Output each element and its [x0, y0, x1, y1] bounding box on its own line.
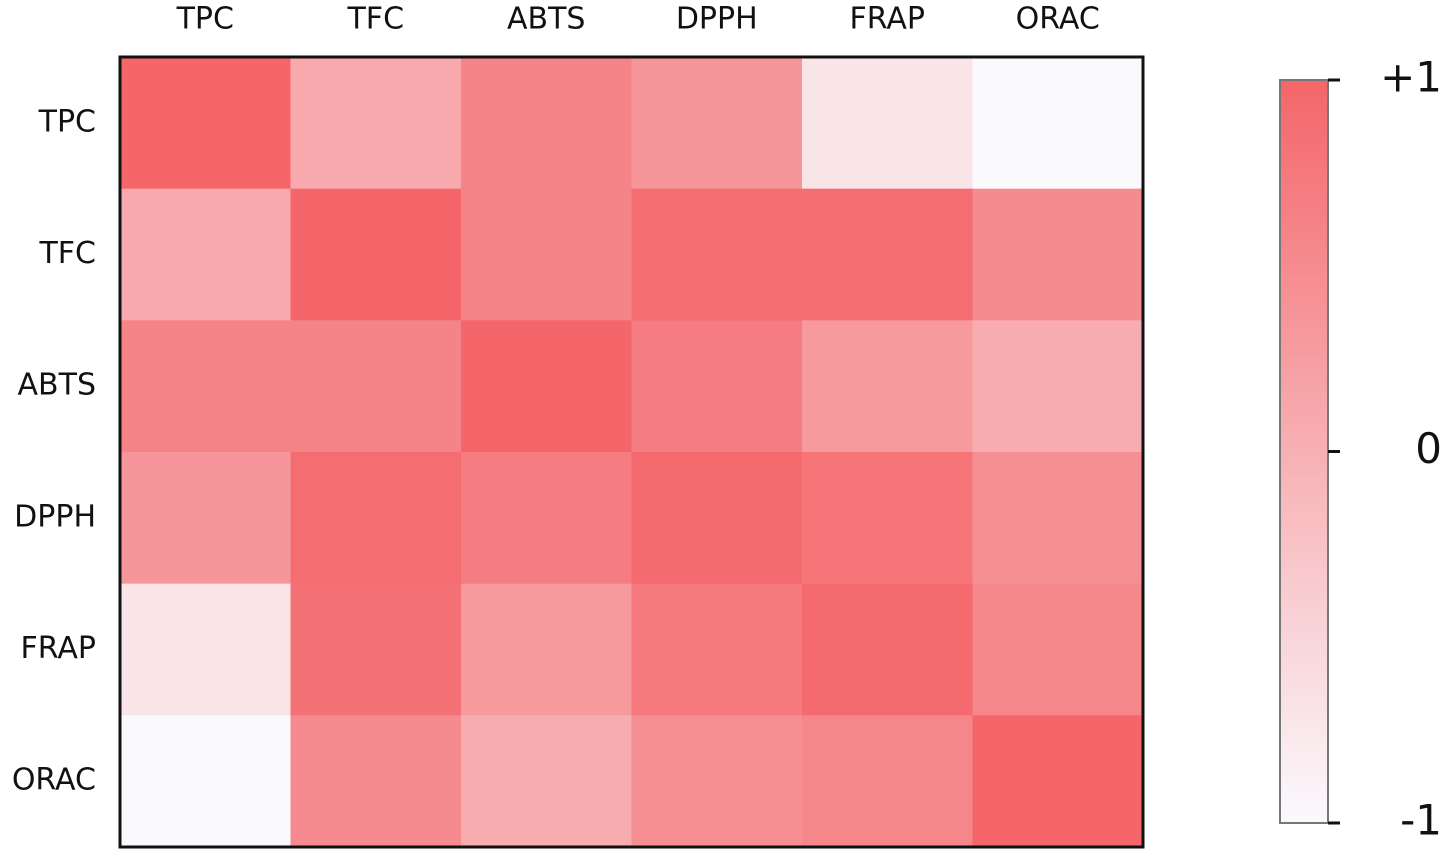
- cell: [802, 715, 973, 848]
- x-tick-label: DPPH: [676, 2, 758, 37]
- cell: [802, 583, 973, 716]
- y-tick-label: DPPH: [14, 499, 96, 534]
- cell: [290, 188, 462, 321]
- cell: [290, 583, 462, 716]
- cell: [631, 452, 803, 585]
- cell: [631, 320, 803, 453]
- cell: [631, 57, 803, 190]
- x-tick-label: TFC: [346, 2, 404, 37]
- cell: [461, 452, 632, 585]
- cell: [461, 715, 632, 848]
- cell: [972, 320, 1144, 453]
- cell: [972, 583, 1144, 716]
- cell: [972, 452, 1144, 585]
- cell: [120, 452, 291, 585]
- cell: [461, 57, 632, 190]
- x-tick-label: ORAC: [1016, 2, 1100, 37]
- colorbar-tick-label: +1: [1380, 53, 1442, 102]
- cell: [972, 188, 1144, 321]
- cell: [461, 583, 632, 716]
- cell: [120, 188, 291, 321]
- cell: [290, 452, 462, 585]
- cell: [802, 452, 973, 585]
- cell: [972, 715, 1144, 848]
- x-tick-label: TPC: [176, 2, 234, 37]
- cell: [802, 320, 973, 453]
- cell: [290, 57, 462, 190]
- cell: [120, 320, 291, 453]
- cell: [972, 57, 1144, 190]
- cell: [631, 188, 803, 321]
- x-tick-label: FRAP: [850, 2, 926, 37]
- cell: [290, 320, 462, 453]
- cell: [802, 57, 973, 190]
- y-tick-label: ABTS: [18, 368, 96, 403]
- x-tick-label: ABTS: [507, 2, 585, 37]
- cell: [631, 715, 803, 848]
- y-tick-label: TFC: [38, 236, 96, 271]
- colorbar-tick-label: -1: [1400, 796, 1442, 845]
- cell: [461, 320, 632, 453]
- cell: [120, 57, 291, 190]
- cell: [631, 583, 803, 716]
- cell: [802, 188, 973, 321]
- y-tick-label: FRAP: [21, 631, 97, 666]
- colorbar: [1279, 79, 1329, 824]
- colorbar-tick-label: 0: [1415, 424, 1442, 473]
- cell: [120, 583, 291, 716]
- cell: [120, 715, 291, 848]
- cell: [290, 715, 462, 848]
- cell: [461, 188, 632, 321]
- y-tick-label: TPC: [38, 104, 96, 139]
- y-tick-label: ORAC: [12, 763, 96, 798]
- plot-border: [118, 55, 1145, 849]
